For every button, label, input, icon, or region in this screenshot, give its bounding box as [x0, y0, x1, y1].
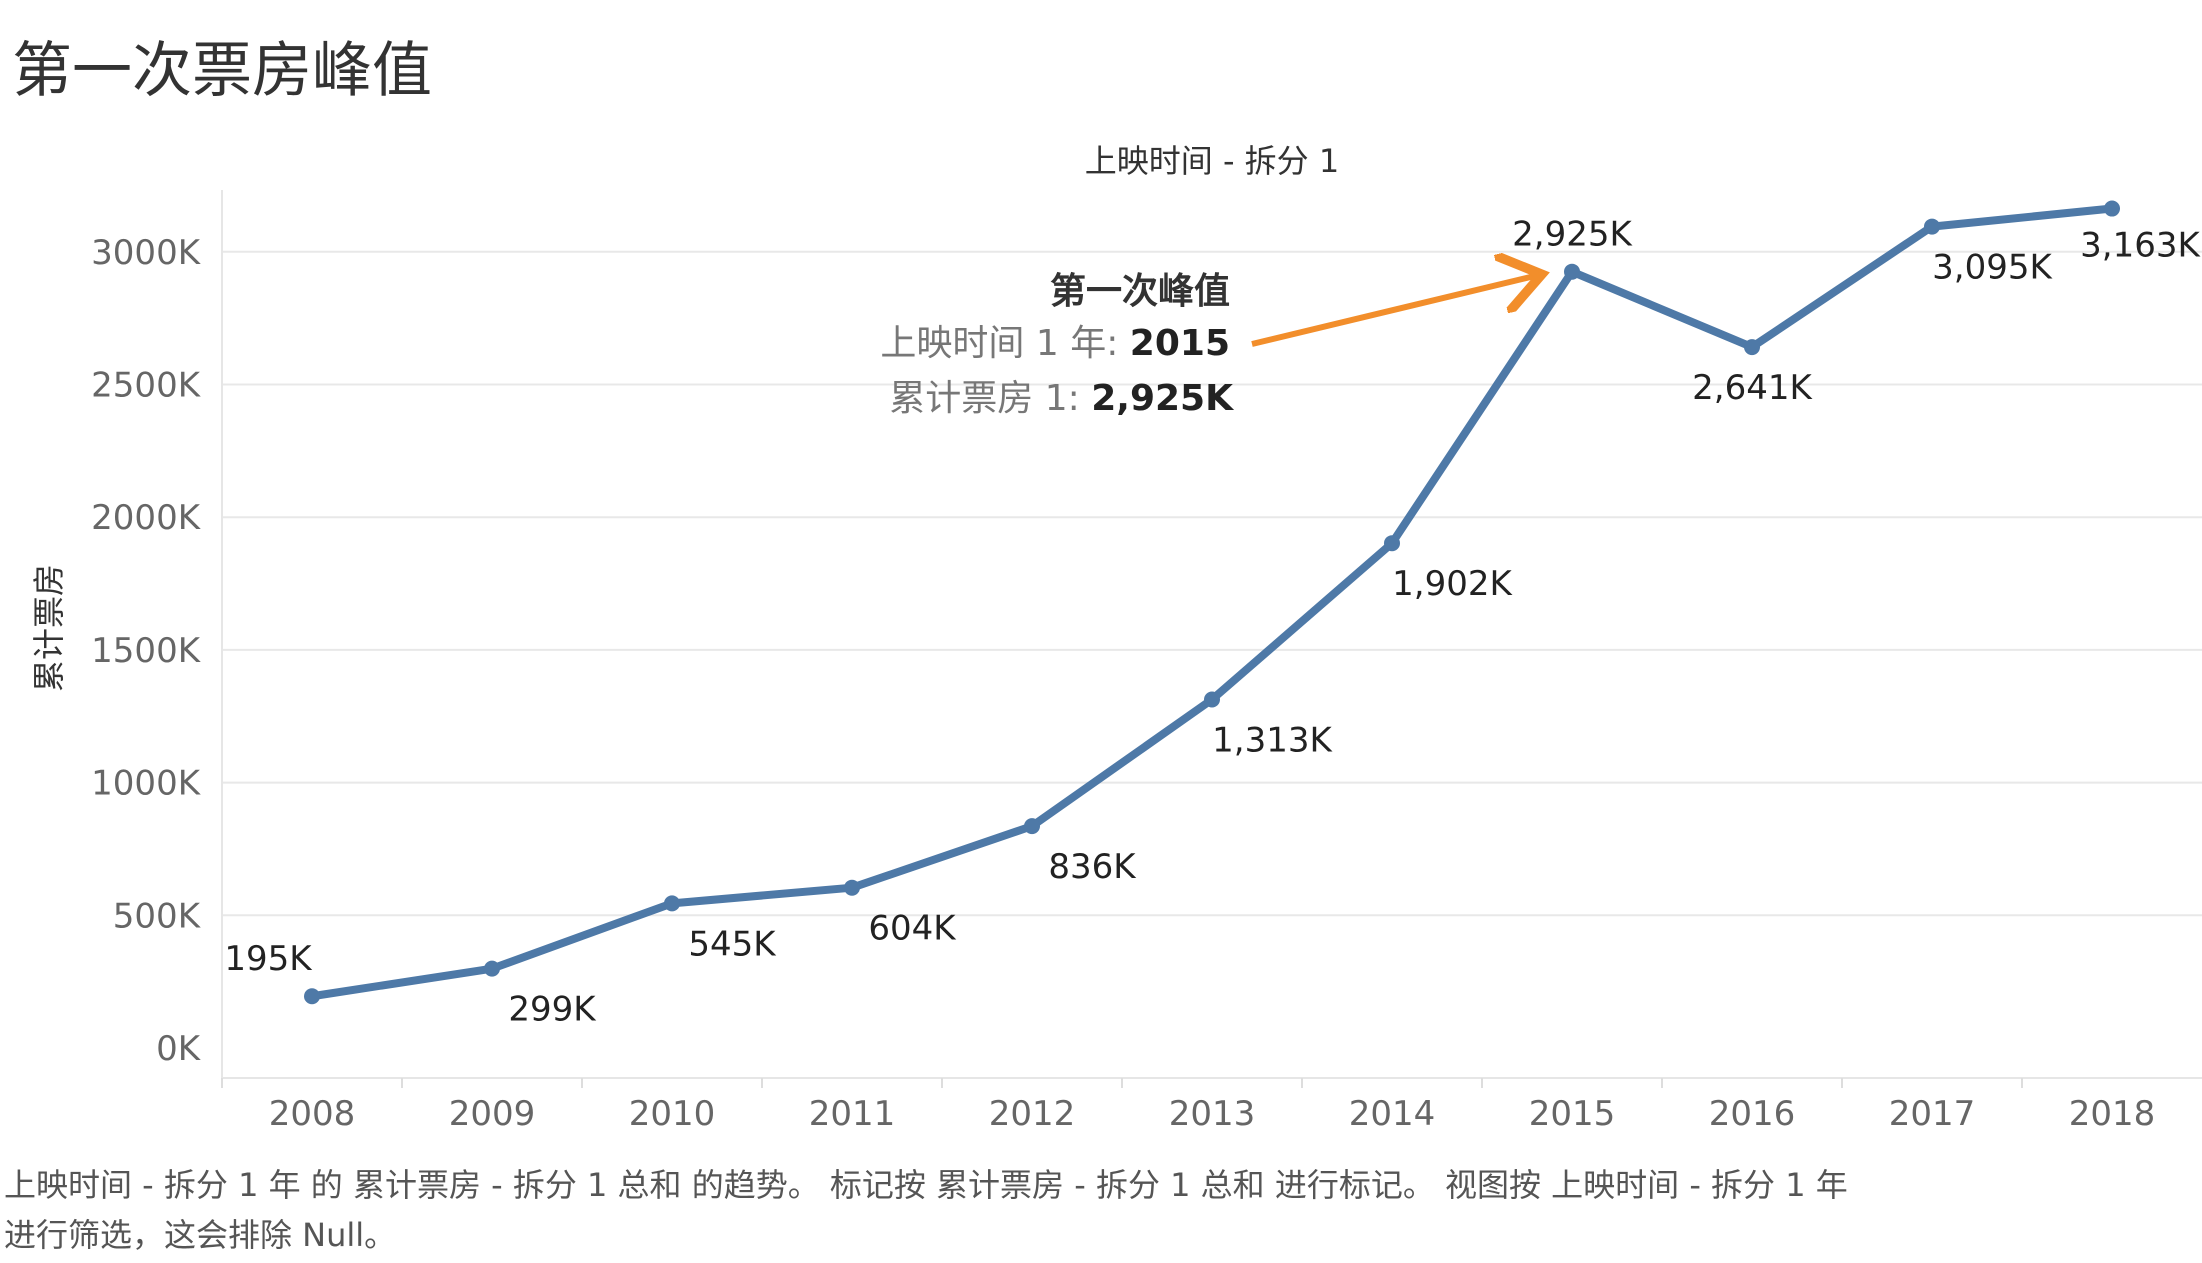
- x-tick-label: 2015: [1529, 1094, 1616, 1134]
- y-tick-label: 1000K: [91, 764, 202, 804]
- x-tick-label: 2011: [809, 1094, 896, 1134]
- y-tick-label: 2000K: [91, 498, 202, 538]
- page-title: 第一次票房峰值: [12, 36, 432, 106]
- data-label: 836K: [1048, 847, 1137, 887]
- x-tick-label: 2017: [1889, 1094, 1976, 1134]
- data-point: [484, 960, 500, 977]
- annotation-line-boxoffice: 累计票房 1: 2,925K: [889, 378, 1234, 419]
- annotation-year-label: 上映时间 1 年:: [880, 323, 1129, 364]
- data-label: 3,163K: [2080, 226, 2201, 266]
- gridlines: [222, 250, 2202, 917]
- data-label: 2,641K: [1692, 368, 1813, 408]
- x-axis: 2008 2009 2010 2011 2012 2013 2014 2015 2016 2017…: [221, 1077, 2202, 1134]
- line-chart: 上映时间 - 拆分 1 0K 500K 1000K 1500K 2000K 2500K 30…: [30, 142, 2202, 1134]
- chart-caption: 上映时间 - 拆分 1 年 的 累计票房 - 拆分 1 总和 的趋势。 标记按 …: [4, 1160, 2004, 1260]
- data-label: 299K: [508, 990, 597, 1030]
- x-tick-label: 2018: [2069, 1094, 2156, 1134]
- x-tick-label: 2016: [1709, 1094, 1796, 1134]
- data-label: 1,313K: [1212, 721, 1333, 761]
- data-point: [1744, 339, 1760, 356]
- series-line: [304, 200, 2120, 1005]
- y-tick-label: 500K: [113, 896, 202, 936]
- x-tick-label: 2014: [1349, 1094, 1436, 1134]
- y-tick-label: 0K: [156, 1029, 202, 1069]
- data-label: 3,095K: [1932, 248, 2053, 288]
- data-label: 195K: [224, 939, 313, 979]
- y-axis: 0K 500K 1000K 1500K 2000K 2500K 3000K: [91, 190, 223, 1078]
- data-point: [1384, 535, 1400, 552]
- annotation-boxoffice-label: 累计票房 1:: [889, 378, 1091, 419]
- data-point: [1204, 691, 1220, 708]
- y-tick-label: 3000K: [91, 233, 202, 273]
- annotation-year-value: 2015: [1130, 323, 1230, 364]
- x-tick-label: 2009: [449, 1094, 536, 1134]
- annotation-boxoffice-value: 2,925K: [1091, 378, 1234, 419]
- x-tick-label: 2008: [269, 1094, 356, 1134]
- data-point: [1924, 218, 1940, 235]
- y-axis-title: 累计票房: [30, 564, 68, 692]
- data-point: [304, 988, 320, 1005]
- data-label: 1,902K: [1392, 564, 1513, 604]
- annotation-arrow: [1251, 276, 1536, 347]
- data-point: [844, 879, 860, 896]
- caption-line-1: 上映时间 - 拆分 1 年 的 累计票房 - 拆分 1 总和 的趋势。 标记按 …: [4, 1166, 1848, 1204]
- peak-annotation: 第一次峰值 上映时间 1 年: 2015 累计票房 1: 2,925K: [880, 270, 1536, 419]
- x-tick-label: 2010: [629, 1094, 716, 1134]
- data-label: 2,925K: [1512, 215, 1633, 255]
- x-tick-label: 2013: [1169, 1094, 1256, 1134]
- annotation-title: 第一次峰值: [1050, 270, 1230, 312]
- data-point: [664, 895, 680, 912]
- data-label: 604K: [868, 909, 957, 949]
- caption-line-2: 进行筛选，这会排除 Null。: [4, 1216, 397, 1254]
- x-tick-label: 2012: [989, 1094, 1076, 1134]
- y-tick-label: 2500K: [91, 366, 202, 406]
- annotation-line-year: 上映时间 1 年: 2015: [880, 323, 1230, 364]
- data-point: [1564, 263, 1580, 280]
- data-point: [1024, 818, 1040, 835]
- data-label: 545K: [688, 924, 777, 964]
- y-tick-label: 1500K: [91, 631, 202, 671]
- data-point: [2104, 200, 2120, 217]
- data-labels: 195K 299K 545K 604K 836K 1,313K 1,902K 2,925K 2,…: [224, 215, 2201, 1030]
- chart-title: 上映时间 - 拆分 1: [1085, 142, 1339, 180]
